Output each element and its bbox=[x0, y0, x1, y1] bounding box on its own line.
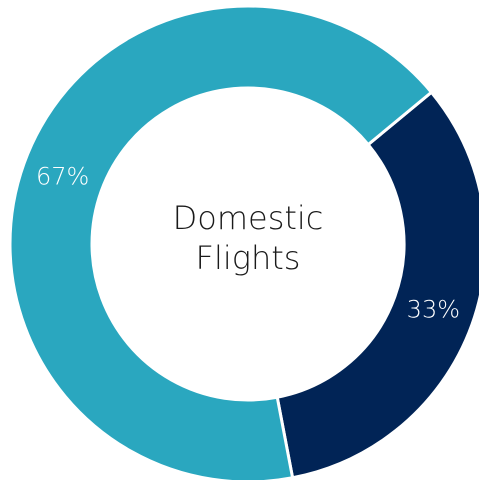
value-label: 33% bbox=[407, 296, 460, 324]
value-label: 67% bbox=[36, 162, 89, 190]
chart-title: Domestic Flights bbox=[172, 199, 324, 277]
slice bbox=[8, 4, 434, 480]
slice bbox=[275, 90, 479, 480]
